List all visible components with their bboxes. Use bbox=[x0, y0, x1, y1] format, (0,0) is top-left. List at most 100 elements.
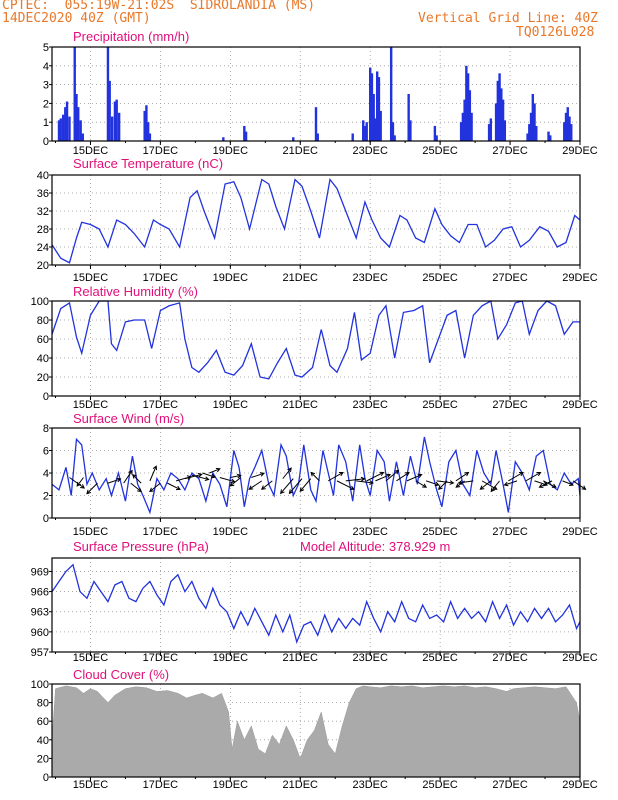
precip-bar bbox=[533, 103, 536, 141]
precip-bar bbox=[81, 133, 84, 141]
precip-bar bbox=[379, 110, 382, 141]
x-tick-label: 21DEC bbox=[283, 145, 319, 157]
precip-bar bbox=[470, 112, 473, 141]
wind-arrow-head bbox=[581, 485, 587, 490]
precip-bar bbox=[59, 118, 62, 141]
precip-bar bbox=[368, 67, 372, 141]
y-tick-label: 20 bbox=[37, 753, 49, 765]
wind-arrow-head bbox=[149, 487, 154, 493]
precip-bar bbox=[106, 47, 110, 141]
wind-arrow bbox=[299, 478, 312, 492]
y-tick-label: 4 bbox=[43, 468, 49, 480]
y-tick-label: 2 bbox=[43, 98, 49, 110]
x-tick-label: 23DEC bbox=[352, 526, 388, 538]
y-tick-label: 28 bbox=[37, 224, 49, 236]
x-tick-label: 19DEC bbox=[213, 779, 249, 791]
y-tick-label: 0 bbox=[43, 772, 49, 784]
precip-bar bbox=[243, 125, 246, 141]
precip-bar bbox=[535, 125, 538, 141]
wind-arrow bbox=[336, 480, 355, 490]
series-line bbox=[51, 563, 581, 644]
precip-bar bbox=[563, 122, 566, 141]
wind-arrow-head bbox=[204, 476, 210, 481]
grid-line-note: Vertical Grid Line: 40Z bbox=[418, 11, 599, 26]
wind-arrow bbox=[230, 474, 241, 478]
wind-arrow bbox=[123, 470, 133, 484]
model-altitude: Model Altitude: 378.929 m bbox=[300, 539, 450, 554]
wind-arrow-head bbox=[210, 473, 216, 479]
y-tick-label: 20 bbox=[37, 372, 49, 384]
precip-bar bbox=[61, 114, 65, 141]
wind-arrow bbox=[248, 480, 263, 490]
wind-arrow-head bbox=[287, 467, 292, 473]
y-tick-label: 80 bbox=[37, 315, 49, 327]
x-tick-label: 17DEC bbox=[143, 779, 179, 791]
y-tick-label: 0 bbox=[43, 513, 49, 525]
precip-bar bbox=[529, 112, 533, 141]
wind-arrow-head bbox=[152, 465, 158, 471]
wind-arrow-head bbox=[492, 485, 498, 490]
precip-bar bbox=[370, 73, 374, 141]
precip-bar bbox=[487, 124, 491, 141]
wind-arrow bbox=[345, 478, 365, 482]
y-tick-label: 960 bbox=[31, 627, 49, 639]
wind-arrow-head bbox=[519, 471, 524, 477]
x-tick-label: 27DEC bbox=[492, 652, 528, 664]
wind-arrow bbox=[280, 478, 294, 494]
wind-arrow-head bbox=[394, 469, 400, 475]
y-tick-label: 40 bbox=[37, 735, 49, 747]
wind-arrow bbox=[562, 480, 574, 486]
precip-bar bbox=[73, 47, 76, 141]
precip-bar bbox=[145, 105, 148, 141]
wind-arrow-head bbox=[338, 471, 344, 477]
wind-arrow-head bbox=[434, 481, 440, 487]
precip-bar bbox=[391, 122, 395, 141]
wind-arrow bbox=[184, 473, 202, 480]
x-tick-label: 15DEC bbox=[73, 145, 109, 157]
wind-arrow bbox=[219, 477, 235, 483]
x-tick-label: 27DEC bbox=[492, 779, 528, 791]
x-tick-label: 19DEC bbox=[213, 272, 249, 284]
wind-arrow-head bbox=[360, 476, 366, 482]
wind-arrow bbox=[107, 478, 121, 484]
x-tick-label: 19DEC bbox=[213, 145, 249, 157]
y-tick-label: 969 bbox=[31, 566, 49, 578]
wind-arrow bbox=[406, 474, 422, 482]
precip-bar bbox=[375, 71, 379, 141]
wind-arrow-head bbox=[80, 484, 86, 489]
wind-arrow-head bbox=[310, 471, 316, 477]
wind-arrow bbox=[438, 480, 448, 490]
wind-arrow bbox=[289, 478, 303, 494]
precip-bar bbox=[433, 125, 437, 141]
precip-bar bbox=[494, 103, 498, 141]
x-tick-label: 23DEC bbox=[352, 399, 388, 411]
precip-bar bbox=[503, 120, 507, 141]
x-tick-label: 19DEC bbox=[213, 652, 249, 664]
wind-arrow-head bbox=[417, 473, 423, 479]
y-tick-label: 957 bbox=[31, 647, 49, 659]
precip-bar bbox=[110, 116, 114, 141]
model-code: TQ0126L028 bbox=[516, 25, 595, 40]
x-tick-label: 21DEC bbox=[283, 399, 319, 411]
precip-bar bbox=[500, 88, 503, 141]
precip-bar bbox=[465, 65, 468, 141]
y-tick-label: 24 bbox=[37, 242, 49, 254]
y-tick-label: 8 bbox=[43, 423, 49, 435]
y-tick-label: 1 bbox=[43, 117, 49, 129]
wind-arrow bbox=[455, 472, 469, 482]
x-tick-label: 21DEC bbox=[283, 526, 319, 538]
x-tick-label: 17DEC bbox=[143, 272, 179, 284]
x-tick-label: 23DEC bbox=[352, 145, 388, 157]
x-tick-label: 21DEC bbox=[283, 779, 319, 791]
wind-arrow-head bbox=[490, 487, 496, 493]
panel-title: Surface Pressure (hPa) bbox=[73, 539, 209, 554]
y-tick-label: 966 bbox=[31, 587, 49, 599]
x-tick-label: 15DEC bbox=[73, 779, 109, 791]
panel-frame bbox=[51, 557, 581, 653]
wind-arrow bbox=[149, 482, 161, 492]
wind-arrow-head bbox=[464, 471, 470, 477]
series-line bbox=[51, 436, 581, 515]
y-tick-label: 36 bbox=[37, 188, 49, 200]
y-tick-label: 100 bbox=[31, 679, 49, 691]
wind-arrow-head bbox=[457, 480, 463, 485]
